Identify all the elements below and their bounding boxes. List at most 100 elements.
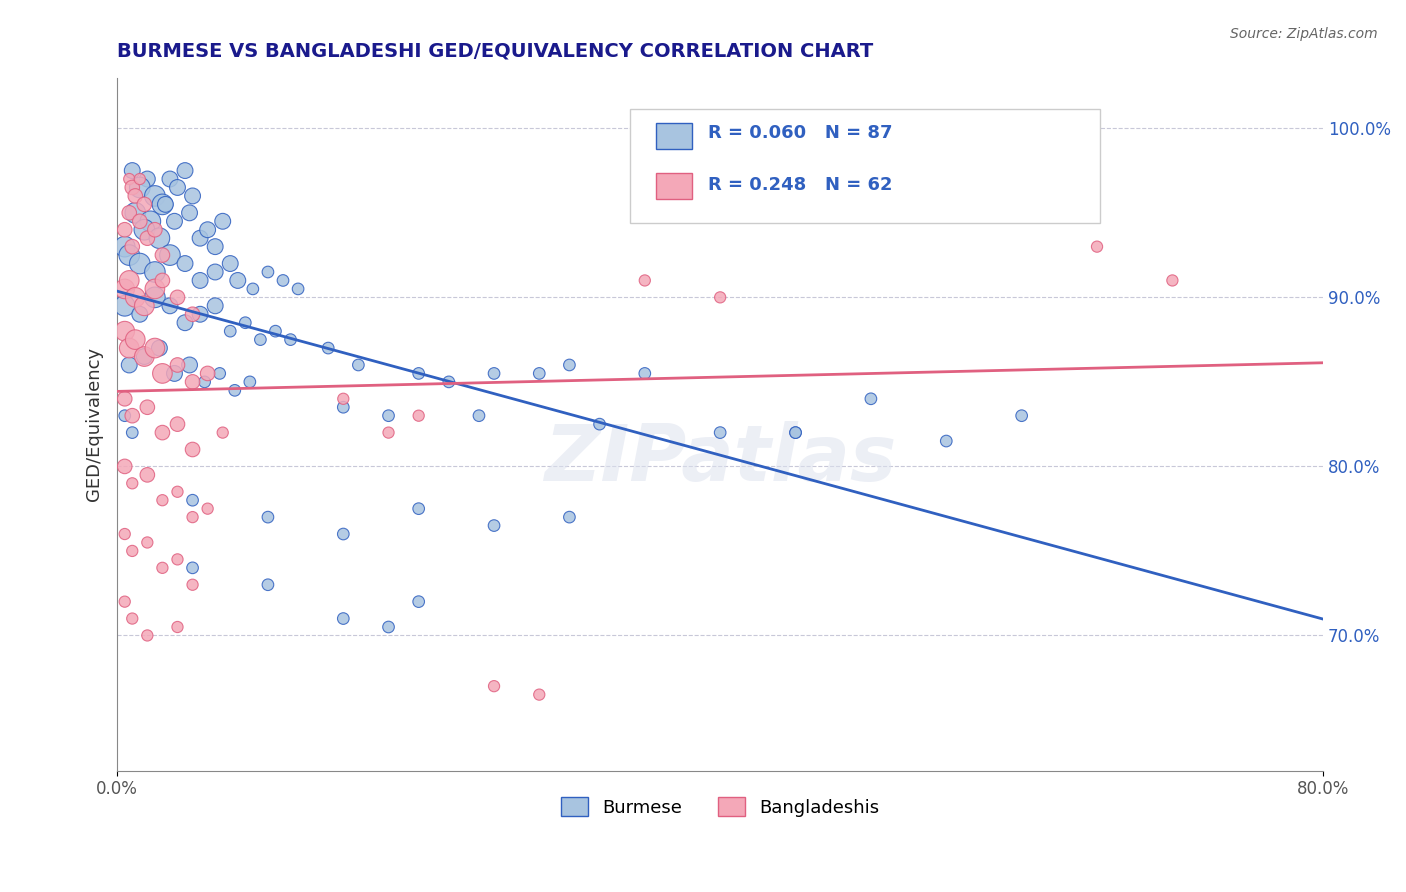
Point bbox=[143, 341, 166, 355]
Point bbox=[785, 425, 807, 440]
Point bbox=[166, 290, 188, 304]
Point bbox=[114, 282, 136, 296]
Point bbox=[136, 231, 159, 245]
Point bbox=[121, 409, 143, 423]
Point bbox=[271, 273, 294, 287]
Point bbox=[114, 392, 136, 406]
Point bbox=[124, 333, 146, 347]
Point bbox=[118, 172, 141, 186]
Point bbox=[136, 628, 159, 642]
Point bbox=[408, 501, 430, 516]
Point bbox=[152, 197, 174, 211]
Point bbox=[166, 180, 188, 194]
Point bbox=[136, 401, 159, 415]
Text: R = 0.060   N = 87: R = 0.060 N = 87 bbox=[709, 124, 893, 142]
Point bbox=[482, 518, 505, 533]
Point bbox=[174, 256, 197, 270]
Point bbox=[152, 493, 174, 508]
Text: R = 0.248   N = 62: R = 0.248 N = 62 bbox=[709, 176, 893, 194]
Point bbox=[128, 180, 150, 194]
Point bbox=[155, 197, 177, 211]
Point bbox=[211, 425, 233, 440]
Point bbox=[588, 417, 610, 431]
Point bbox=[529, 367, 551, 381]
Point bbox=[226, 273, 249, 287]
Point bbox=[437, 375, 460, 389]
Point bbox=[785, 425, 807, 440]
Point bbox=[280, 333, 302, 347]
Point bbox=[166, 417, 188, 431]
Point bbox=[166, 620, 188, 634]
Point bbox=[148, 341, 170, 355]
Point bbox=[197, 367, 219, 381]
Point bbox=[257, 265, 280, 279]
Point bbox=[242, 282, 264, 296]
Point bbox=[121, 611, 143, 625]
Point bbox=[128, 307, 150, 321]
Point bbox=[134, 223, 156, 237]
Point bbox=[1011, 409, 1033, 423]
Point bbox=[114, 299, 136, 313]
Point bbox=[179, 206, 201, 220]
Point bbox=[159, 248, 181, 262]
Point bbox=[377, 425, 399, 440]
Point bbox=[194, 375, 217, 389]
Point bbox=[197, 223, 219, 237]
Point bbox=[152, 273, 174, 287]
Point bbox=[634, 273, 657, 287]
Point bbox=[316, 341, 339, 355]
Point bbox=[204, 299, 226, 313]
Point bbox=[181, 375, 204, 389]
Point bbox=[408, 367, 430, 381]
Point bbox=[529, 688, 551, 702]
Point bbox=[121, 425, 143, 440]
Point bbox=[558, 358, 581, 372]
Point bbox=[121, 163, 143, 178]
Point bbox=[143, 282, 166, 296]
Point bbox=[166, 358, 188, 372]
Point bbox=[152, 425, 174, 440]
Point bbox=[163, 367, 186, 381]
Point bbox=[152, 248, 174, 262]
Point bbox=[166, 484, 188, 499]
Point bbox=[264, 324, 287, 338]
Point bbox=[114, 527, 136, 541]
Point bbox=[159, 299, 181, 313]
Point bbox=[935, 434, 957, 448]
Point bbox=[124, 206, 146, 220]
Point bbox=[114, 223, 136, 237]
Point bbox=[136, 467, 159, 482]
Point bbox=[239, 375, 262, 389]
Text: BURMESE VS BANGLADESHI GED/EQUIVALENCY CORRELATION CHART: BURMESE VS BANGLADESHI GED/EQUIVALENCY C… bbox=[117, 42, 873, 61]
Point bbox=[188, 273, 211, 287]
Point bbox=[204, 240, 226, 254]
Point bbox=[332, 527, 354, 541]
Point bbox=[174, 316, 197, 330]
Point bbox=[181, 307, 204, 321]
Point bbox=[408, 409, 430, 423]
Point bbox=[482, 367, 505, 381]
Point bbox=[482, 679, 505, 693]
Point bbox=[128, 214, 150, 228]
Point bbox=[139, 214, 162, 228]
Point bbox=[121, 240, 143, 254]
Point bbox=[181, 578, 204, 592]
Point bbox=[558, 510, 581, 524]
Point bbox=[121, 180, 143, 194]
Point bbox=[224, 384, 246, 398]
Point bbox=[188, 231, 211, 245]
Point bbox=[143, 290, 166, 304]
Point bbox=[709, 425, 731, 440]
Point bbox=[219, 256, 242, 270]
Y-axis label: GED/Equivalency: GED/Equivalency bbox=[86, 347, 103, 501]
Point bbox=[114, 594, 136, 608]
Point bbox=[174, 163, 197, 178]
Point bbox=[128, 172, 150, 186]
Point bbox=[114, 459, 136, 474]
Point bbox=[114, 409, 136, 423]
Legend: Burmese, Bangladeshis: Burmese, Bangladeshis bbox=[554, 790, 887, 824]
Text: Source: ZipAtlas.com: Source: ZipAtlas.com bbox=[1230, 27, 1378, 41]
Point bbox=[257, 510, 280, 524]
Point bbox=[197, 501, 219, 516]
Point bbox=[287, 282, 309, 296]
